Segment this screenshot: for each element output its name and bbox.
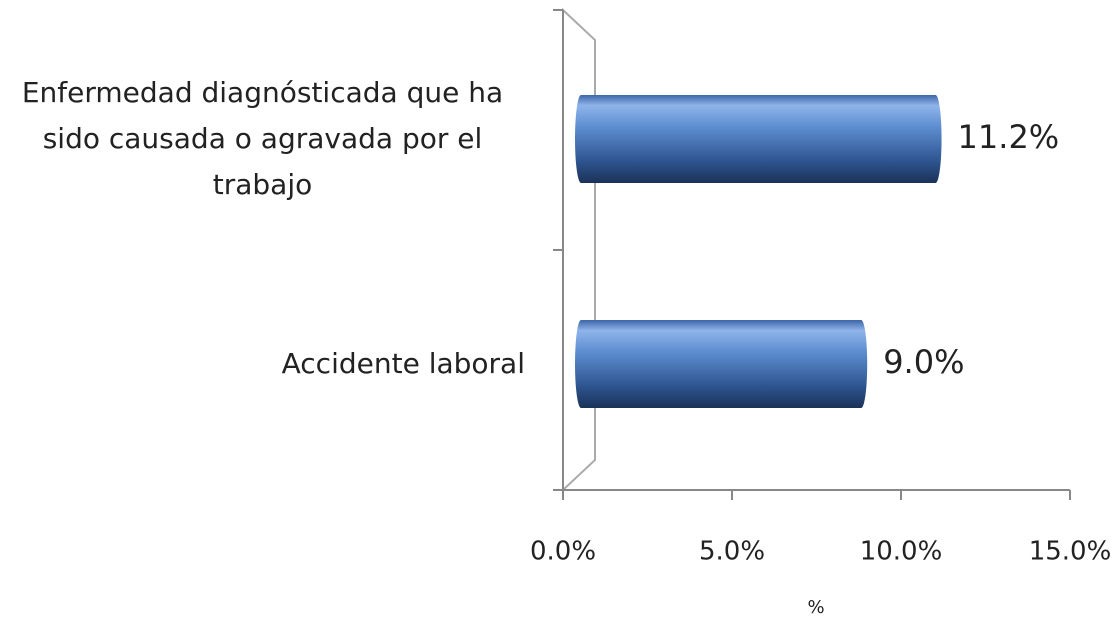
category-label: Enfermedad diagnósticada que ha sido cau… [0,59,525,219]
bar [575,95,942,183]
bar [575,320,868,408]
value-label: 11.2% [958,118,1060,156]
category-text: Accidente laboral [281,347,525,380]
x-axis-label: % [807,597,824,618]
x-tick-label: 5.0% [699,537,765,567]
x-tick-label: 10.0% [860,537,943,567]
category-text: Enfermedad diagnósticada que ha sido cau… [21,76,504,201]
side-wall [562,7,596,493]
x-tick-label: 0.0% [530,537,596,567]
x-tick-label: 15.0% [1029,537,1112,567]
value-label: 9.0% [883,343,964,381]
category-label: Accidente laboral [0,284,525,444]
